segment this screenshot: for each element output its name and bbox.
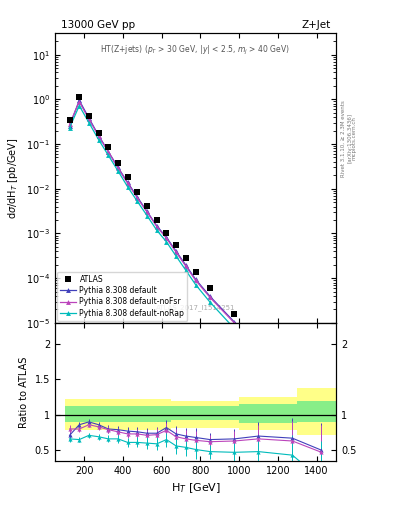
Line: ATLAS: ATLAS	[67, 95, 324, 403]
ATLAS	[256, 333, 261, 339]
Pythia 8.308 default-noFsr	[256, 342, 261, 348]
ATLAS	[319, 398, 324, 404]
ATLAS	[232, 311, 237, 317]
Pythia 8.308 default-noRap	[96, 137, 101, 143]
Pythia 8.308 default	[135, 194, 140, 200]
Pythia 8.308 default-noRap	[290, 373, 295, 379]
Pythia 8.308 default-noRap	[256, 348, 261, 354]
Pythia 8.308 default-noRap	[232, 326, 237, 332]
Text: Rivet 3.1.10, ≥ 2.3M events: Rivet 3.1.10, ≥ 2.3M events	[341, 100, 346, 177]
Pythia 8.308 default-noRap	[319, 446, 324, 452]
Pythia 8.308 default-noFsr	[86, 116, 91, 122]
Pythia 8.308 default	[154, 223, 159, 229]
Pythia 8.308 default	[145, 208, 149, 215]
ATLAS	[164, 230, 169, 237]
Pythia 8.308 default-noRap	[77, 102, 82, 109]
Pythia 8.308 default-noRap	[184, 267, 188, 273]
Pythia 8.308 default	[116, 164, 120, 170]
Pythia 8.308 default	[232, 319, 237, 325]
ATLAS	[154, 217, 159, 223]
Pythia 8.308 default-noFsr	[145, 209, 149, 215]
Pythia 8.308 default-noRap	[86, 120, 91, 126]
ATLAS	[96, 130, 101, 136]
Pythia 8.308 default-noRap	[116, 168, 120, 174]
Text: HT(Z+jets) ($p_T$ > 30 GeV, $|y|$ < 2.5, $m_j$ > 40 GeV): HT(Z+jets) ($p_T$ > 30 GeV, $|y|$ < 2.5,…	[101, 44, 290, 56]
ATLAS	[86, 113, 91, 119]
Line: Pythia 8.308 default: Pythia 8.308 default	[67, 98, 324, 417]
Pythia 8.308 default-noFsr	[232, 320, 237, 326]
Pythia 8.308 default	[208, 293, 212, 300]
Pythia 8.308 default	[77, 97, 82, 103]
Pythia 8.308 default-noFsr	[184, 263, 188, 269]
Pythia 8.308 default-noRap	[174, 253, 178, 259]
Pythia 8.308 default-noRap	[208, 299, 212, 305]
Text: [arXiv:1306.3436]: [arXiv:1306.3436]	[347, 113, 352, 163]
Pythia 8.308 default-noRap	[164, 239, 169, 245]
ATLAS	[184, 255, 188, 261]
Pythia 8.308 default-noFsr	[154, 223, 159, 229]
Y-axis label: Ratio to ATLAS: Ratio to ATLAS	[19, 356, 29, 428]
ATLAS	[67, 117, 72, 123]
ATLAS	[208, 285, 212, 291]
ATLAS	[125, 174, 130, 180]
Pythia 8.308 default	[290, 365, 295, 371]
Pythia 8.308 default-noFsr	[106, 149, 111, 155]
ATLAS	[145, 203, 149, 209]
Pythia 8.308 default-noRap	[145, 212, 149, 219]
Text: mcplots.cern.ch: mcplots.cern.ch	[352, 116, 357, 160]
Text: 13000 GeV pp: 13000 GeV pp	[61, 20, 135, 30]
Pythia 8.308 default-noFsr	[193, 277, 198, 283]
ATLAS	[135, 189, 140, 195]
Legend: ATLAS, Pythia 8.308 default, Pythia 8.308 default-noFsr, Pythia 8.308 default-no: ATLAS, Pythia 8.308 default, Pythia 8.30…	[57, 271, 187, 321]
ATLAS	[193, 269, 198, 275]
Pythia 8.308 default	[164, 234, 169, 241]
Pythia 8.308 default-noRap	[67, 125, 72, 131]
Pythia 8.308 default	[125, 179, 130, 185]
Pythia 8.308 default-noFsr	[174, 249, 178, 255]
Pythia 8.308 default	[86, 115, 91, 121]
Pythia 8.308 default-noRap	[154, 227, 159, 233]
Pythia 8.308 default-noRap	[106, 152, 111, 158]
Pythia 8.308 default-noFsr	[290, 366, 295, 372]
ATLAS	[116, 160, 120, 166]
Pythia 8.308 default-noFsr	[319, 412, 324, 418]
Pythia 8.308 default-noFsr	[164, 235, 169, 241]
ATLAS	[174, 242, 178, 248]
Pythia 8.308 default-noFsr	[67, 121, 72, 127]
Pythia 8.308 default	[106, 148, 111, 155]
Pythia 8.308 default	[184, 262, 188, 268]
Pythia 8.308 default-noFsr	[77, 99, 82, 105]
Line: Pythia 8.308 default-noRap: Pythia 8.308 default-noRap	[67, 103, 324, 452]
Pythia 8.308 default	[193, 276, 198, 282]
Pythia 8.308 default	[319, 411, 324, 417]
Pythia 8.308 default	[256, 340, 261, 346]
Pythia 8.308 default	[67, 123, 72, 130]
Line: Pythia 8.308 default-noFsr: Pythia 8.308 default-noFsr	[67, 99, 324, 418]
ATLAS	[290, 357, 295, 363]
ATLAS	[77, 94, 82, 100]
Pythia 8.308 default-noFsr	[125, 180, 130, 186]
Text: Z+Jet: Z+Jet	[301, 20, 331, 30]
X-axis label: H$_T$ [GeV]: H$_T$ [GeV]	[171, 481, 220, 495]
Pythia 8.308 default	[96, 133, 101, 139]
Pythia 8.308 default-noFsr	[96, 133, 101, 139]
Y-axis label: d$\sigma$/dH$_T$ [pb/GeV]: d$\sigma$/dH$_T$ [pb/GeV]	[6, 137, 20, 219]
ATLAS	[106, 144, 111, 150]
Pythia 8.308 default	[174, 248, 178, 254]
Text: ATLAS_2017_I1514251: ATLAS_2017_I1514251	[156, 305, 235, 311]
Pythia 8.308 default-noRap	[193, 282, 198, 288]
Pythia 8.308 default-noFsr	[208, 294, 212, 301]
Pythia 8.308 default-noFsr	[116, 165, 120, 171]
Pythia 8.308 default-noRap	[135, 198, 140, 204]
Pythia 8.308 default-noRap	[125, 184, 130, 190]
Pythia 8.308 default-noFsr	[135, 195, 140, 201]
